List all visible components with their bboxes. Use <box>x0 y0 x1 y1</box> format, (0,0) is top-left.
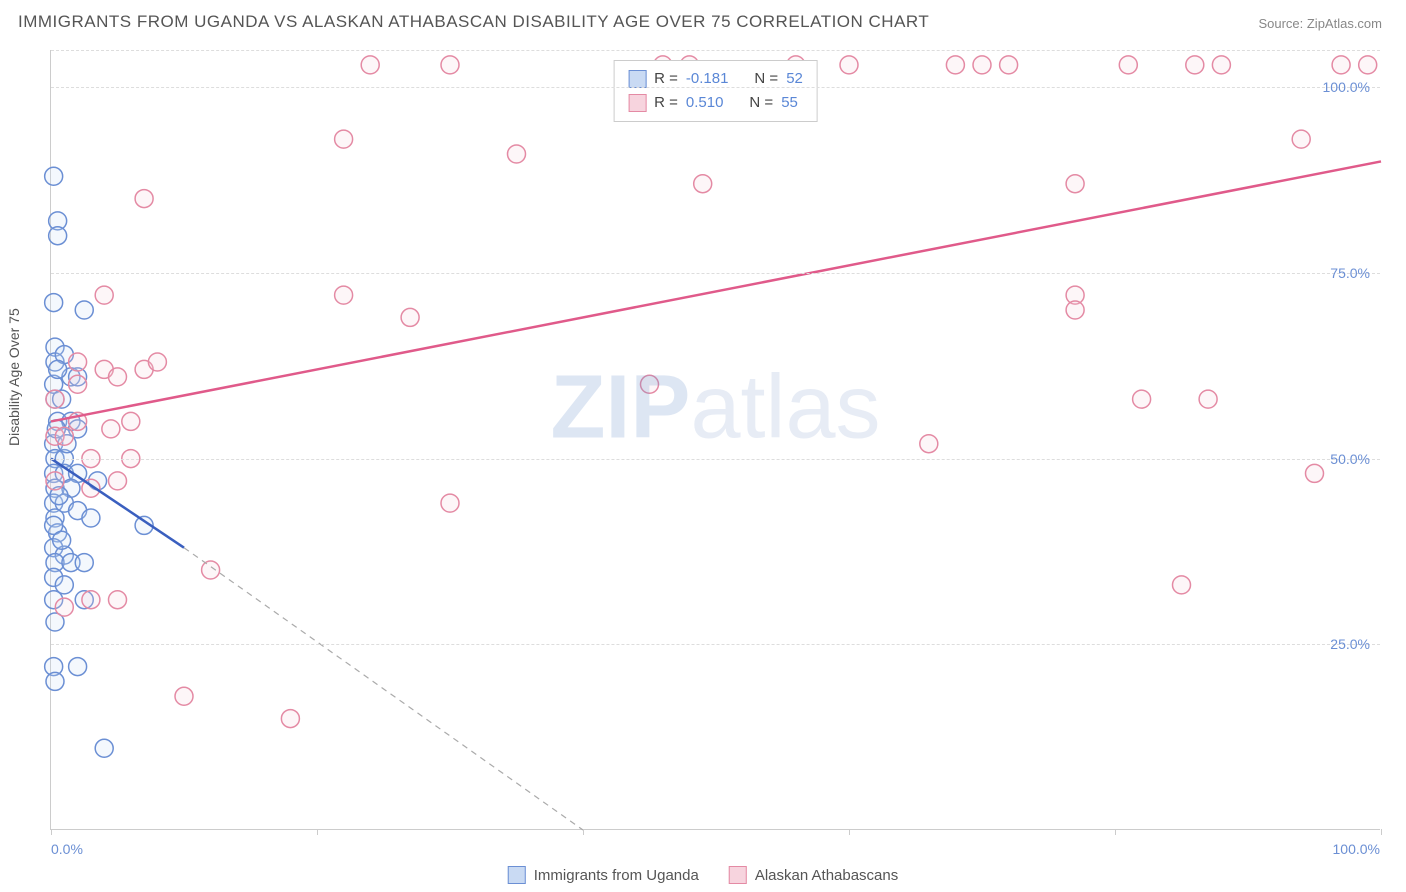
data-point <box>55 427 73 445</box>
series-legend: Immigrants from Uganda Alaskan Athabascan… <box>508 866 899 884</box>
x-tick <box>849 829 850 835</box>
data-point <box>95 739 113 757</box>
data-point <box>1306 464 1324 482</box>
source-label: Source: <box>1258 16 1306 31</box>
legend-item: Immigrants from Uganda <box>508 866 699 884</box>
data-point <box>69 353 87 371</box>
data-point <box>441 56 459 74</box>
data-point <box>1066 301 1084 319</box>
data-point <box>1133 390 1151 408</box>
data-point <box>46 472 64 490</box>
x-tick <box>1115 829 1116 835</box>
x-tick-label: 100.0% <box>1333 841 1380 857</box>
data-point <box>840 56 858 74</box>
data-point <box>361 56 379 74</box>
data-point <box>46 672 64 690</box>
data-point <box>335 286 353 304</box>
data-point <box>102 420 120 438</box>
data-point <box>53 531 71 549</box>
gridline-horizontal <box>51 87 1380 88</box>
chart-title: IMMIGRANTS FROM UGANDA VS ALASKAN ATHABA… <box>18 12 929 32</box>
data-point <box>148 353 166 371</box>
data-point <box>946 56 964 74</box>
data-point <box>55 598 73 616</box>
data-point <box>82 591 100 609</box>
data-point <box>202 561 220 579</box>
legend-label: Alaskan Athabascans <box>755 867 898 884</box>
data-point <box>1173 576 1191 594</box>
r-label: R = <box>654 91 678 115</box>
data-point <box>122 412 140 430</box>
legend-swatch <box>628 94 646 112</box>
data-point <box>75 301 93 319</box>
data-point <box>973 56 991 74</box>
r-value: 0.510 <box>686 91 724 115</box>
gridline-horizontal <box>51 459 1380 460</box>
n-label: N = <box>749 91 773 115</box>
data-point <box>1212 56 1230 74</box>
trend-line-extension <box>184 548 583 830</box>
data-point <box>45 167 63 185</box>
data-point <box>641 375 659 393</box>
y-tick-label: 25.0% <box>1330 636 1370 652</box>
source-value: ZipAtlas.com <box>1307 16 1382 31</box>
data-point <box>175 687 193 705</box>
data-point <box>69 375 87 393</box>
data-point <box>508 145 526 163</box>
gridline-horizontal <box>51 273 1380 274</box>
data-point <box>69 658 87 676</box>
correlation-legend: R =-0.181N =52R =0.510N =55 <box>613 60 818 122</box>
data-point <box>82 509 100 527</box>
gridline-horizontal <box>51 644 1380 645</box>
data-point <box>109 368 127 386</box>
data-point <box>46 390 64 408</box>
data-point <box>694 175 712 193</box>
data-point <box>1186 56 1204 74</box>
data-point <box>1332 56 1350 74</box>
data-point <box>135 190 153 208</box>
n-value: 55 <box>781 91 798 115</box>
legend-label: Immigrants from Uganda <box>534 867 699 884</box>
x-tick <box>583 829 584 835</box>
data-point <box>1199 390 1217 408</box>
y-tick-label: 75.0% <box>1330 265 1370 281</box>
legend-item: Alaskan Athabascans <box>729 866 898 884</box>
data-point <box>1066 175 1084 193</box>
data-point <box>441 494 459 512</box>
data-point <box>45 294 63 312</box>
source-attribution: Source: ZipAtlas.com <box>1258 16 1382 31</box>
y-axis-title: Disability Age Over 75 <box>6 308 22 446</box>
data-point <box>109 591 127 609</box>
x-tick <box>317 829 318 835</box>
data-point <box>1292 130 1310 148</box>
data-point <box>1000 56 1018 74</box>
plot-area: ZIPatlas R =-0.181N =52R =0.510N =55 25.… <box>50 50 1380 830</box>
data-point <box>1119 56 1137 74</box>
x-tick <box>51 829 52 835</box>
gridline-horizontal <box>51 50 1380 51</box>
x-tick-label: 0.0% <box>51 841 83 857</box>
legend-swatch <box>508 866 526 884</box>
scatter-svg <box>51 50 1381 830</box>
correlation-legend-row: R = 0.510 N = 55 <box>628 91 803 115</box>
data-point <box>281 710 299 728</box>
data-point <box>75 554 93 572</box>
data-point <box>335 130 353 148</box>
data-point <box>401 308 419 326</box>
data-point <box>95 286 113 304</box>
data-point <box>49 227 67 245</box>
data-point <box>109 472 127 490</box>
data-point <box>920 435 938 453</box>
trend-line <box>51 161 1381 421</box>
y-tick-label: 50.0% <box>1330 451 1370 467</box>
data-point <box>49 360 67 378</box>
data-point <box>1359 56 1377 74</box>
x-tick <box>1381 829 1382 835</box>
y-tick-label: 100.0% <box>1323 79 1370 95</box>
legend-swatch <box>628 70 646 88</box>
legend-swatch <box>729 866 747 884</box>
